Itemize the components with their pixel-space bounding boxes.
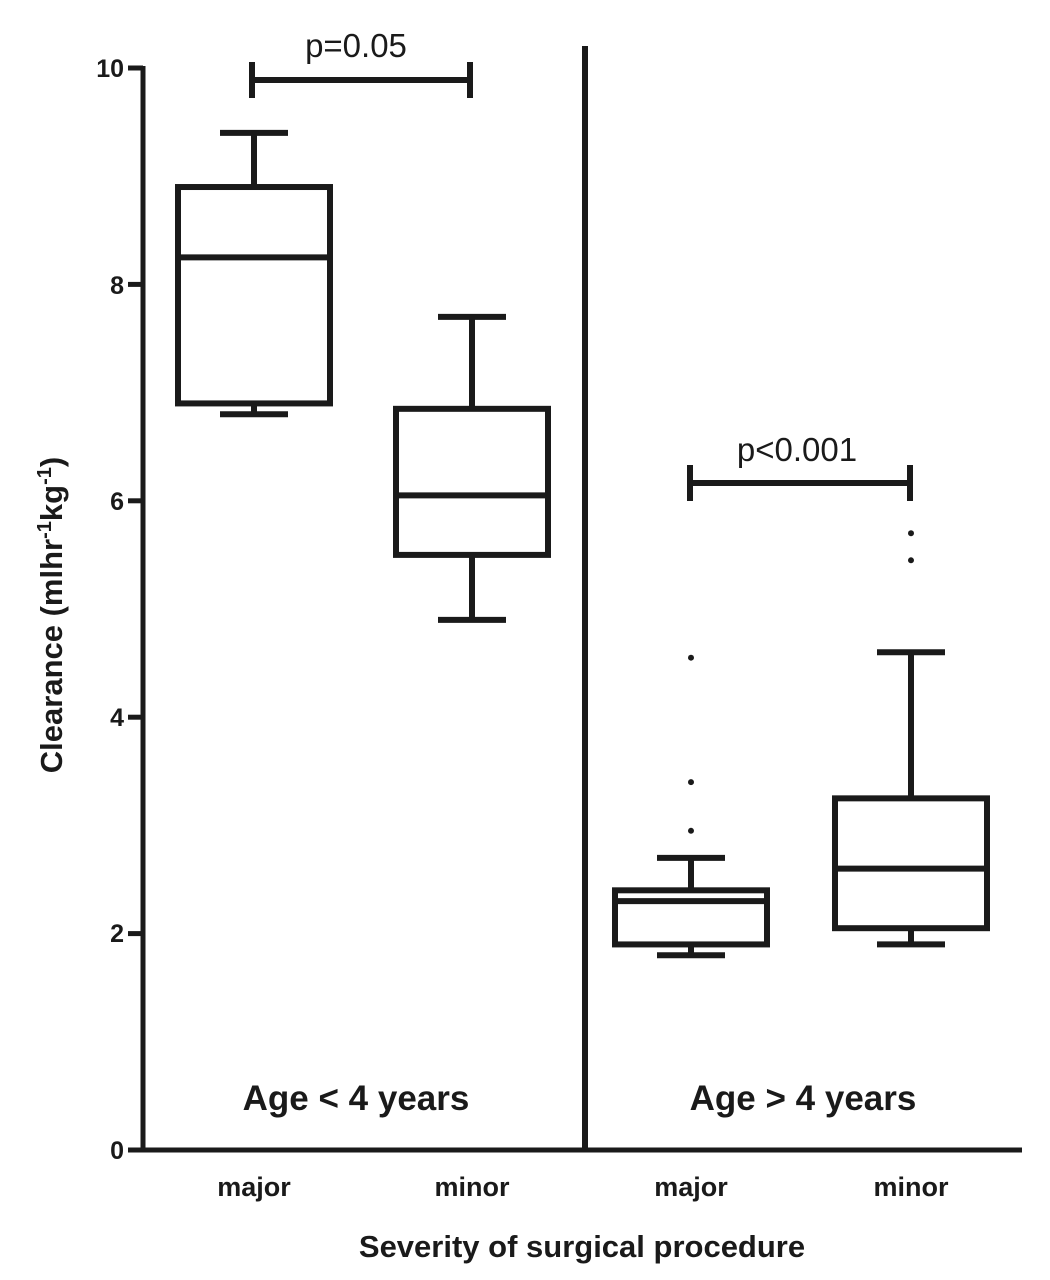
y-axis-title-superscript: -1 <box>34 521 56 539</box>
y-axis-title: Clearance (mlhr-1kg-1) <box>34 457 69 773</box>
y-tick-label: 8 <box>110 272 124 300</box>
box-major <box>175 129 333 418</box>
outlier-point <box>688 654 694 661</box>
y-axis-title-part: ) <box>34 457 69 467</box>
y-tick-labels: 0 2 4 6 8 10 <box>96 55 124 1165</box>
iqr-box <box>393 405 551 558</box>
outlier-point <box>688 827 694 834</box>
y-axis-title-superscript: -1 <box>34 467 56 485</box>
p-value-label: p<0.001 <box>737 431 857 468</box>
y-ticks <box>128 65 143 1153</box>
iqr-box <box>175 184 333 407</box>
x-category-label: major <box>217 1172 291 1202</box>
boxes <box>175 129 990 959</box>
x-category-label: major <box>654 1172 728 1202</box>
y-tick-label: 4 <box>110 704 124 732</box>
y-axis-title-part: kg <box>34 485 69 521</box>
box-major <box>612 654 770 959</box>
y-tick-label: 0 <box>110 1137 124 1165</box>
y-tick-label: 6 <box>110 488 124 516</box>
p-value-label: p=0.05 <box>305 27 407 64</box>
comparison-bracket-2: p<0.001 <box>687 431 913 501</box>
x-category-label: minor <box>434 1172 509 1202</box>
x-category-label: minor <box>873 1172 948 1202</box>
box-minor <box>393 313 551 623</box>
panel-label-right: Age > 4 years <box>690 1079 917 1118</box>
box-minor <box>832 530 990 948</box>
y-axis-title-part: Clearance (mlhr <box>34 539 69 773</box>
iqr-box <box>832 795 990 932</box>
outlier-point <box>908 557 914 564</box>
y-tick-label: 10 <box>96 55 124 83</box>
panel-label-left: Age < 4 years <box>243 1079 470 1118</box>
outlier-point <box>688 779 694 786</box>
comparison-bracket-1: p=0.05 <box>249 27 473 98</box>
x-axis-title: Severity of surgical procedure <box>359 1229 805 1264</box>
outlier-point <box>908 530 914 537</box>
y-tick-label: 2 <box>110 920 124 948</box>
